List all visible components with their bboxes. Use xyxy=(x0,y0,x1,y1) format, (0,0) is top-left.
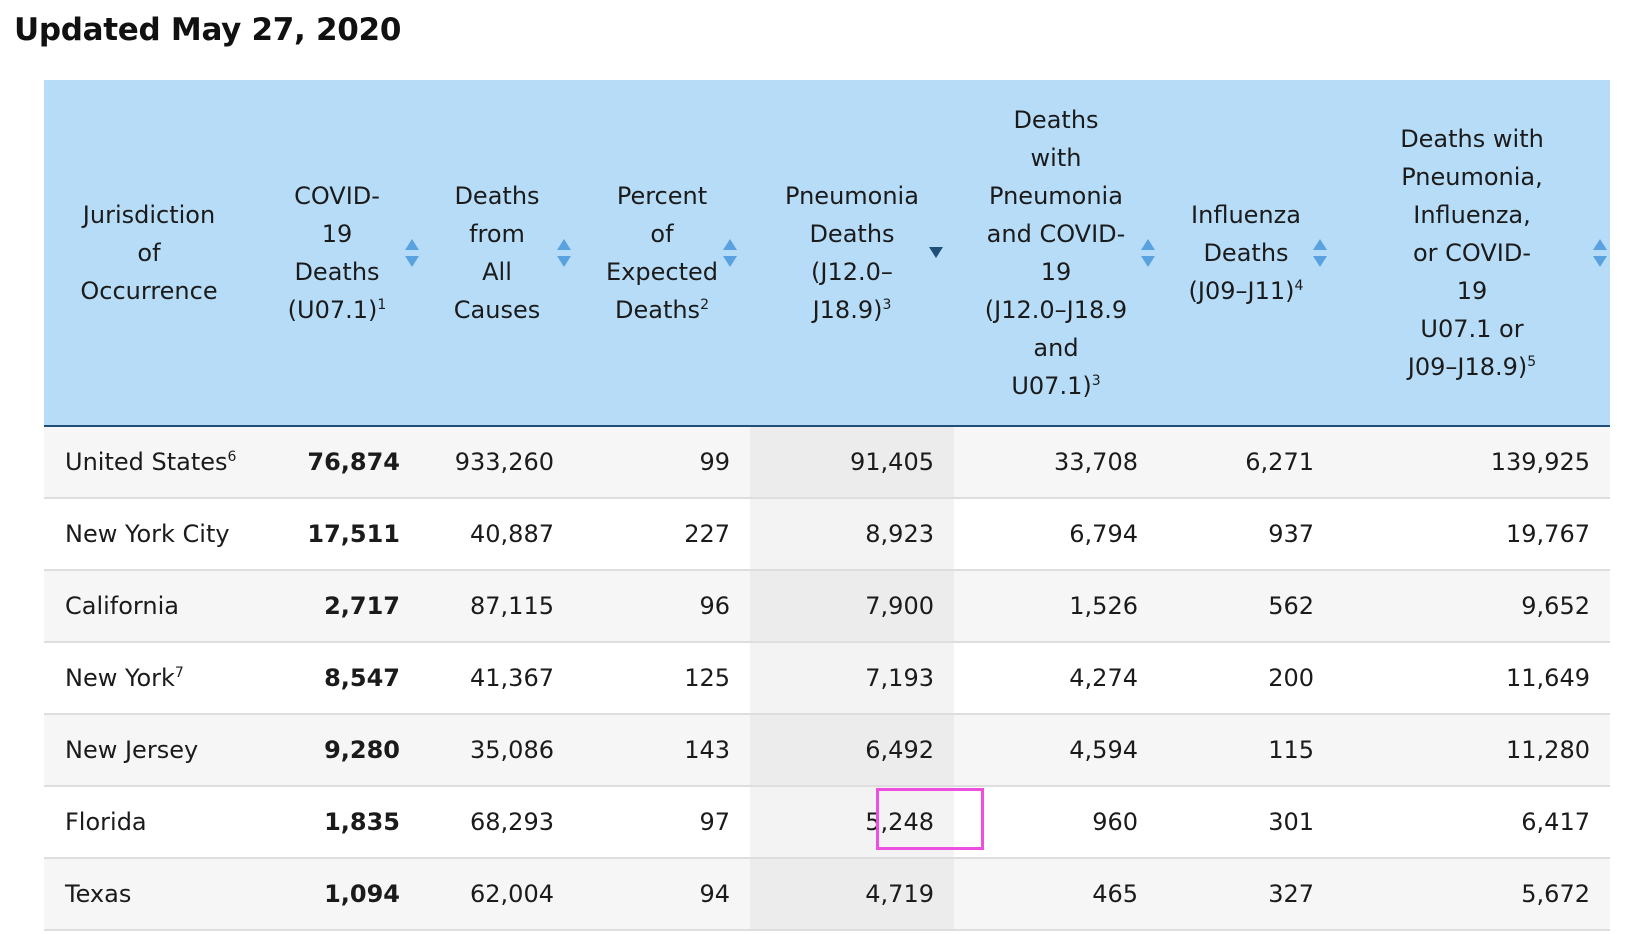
sort-both-icon[interactable] xyxy=(556,237,572,269)
cell-pneumonia-influenza-covid: 19,767 xyxy=(1334,498,1610,570)
cell-pneumonia-deaths: 7,900 xyxy=(750,570,954,642)
table-row: New York City 17,511 40,887 227 8,923 6,… xyxy=(44,498,1610,570)
table-row: United States6 76,874 933,260 99 91,405 … xyxy=(44,426,1610,498)
cell-all-causes: 87,115 xyxy=(420,570,574,642)
cell-jurisdiction: United States6 xyxy=(44,426,254,498)
table-row: New Jersey 9,280 35,086 143 6,492 4,594 … xyxy=(44,714,1610,786)
table-row: Florida 1,835 68,293 97 5,248 960 301 6,… xyxy=(44,786,1610,858)
cell-influenza-deaths: 301 xyxy=(1158,786,1334,858)
cell-covid-deaths: 76,874 xyxy=(254,426,420,498)
col-header-pneumonia-and-covid[interactable]: Deaths with Pneumonia and COVID- 19 (J12… xyxy=(954,80,1158,427)
cell-pneumonia-deaths: 6,492 xyxy=(750,714,954,786)
cell-influenza-deaths: 115 xyxy=(1158,714,1334,786)
cell-percent-expected: 96 xyxy=(574,570,750,642)
cell-pneumonia-and-covid: 33,708 xyxy=(954,426,1158,498)
cell-percent-expected: 94 xyxy=(574,858,750,930)
table-row: California 2,717 87,115 96 7,900 1,526 5… xyxy=(44,570,1610,642)
cell-covid-deaths: 8,547 xyxy=(254,642,420,714)
col-header-jurisdiction: Jurisdiction of Occurrence xyxy=(44,80,254,427)
table-row: New York7 8,547 41,367 125 7,193 4,274 2… xyxy=(44,642,1610,714)
sort-both-icon[interactable] xyxy=(722,237,738,269)
cell-covid-deaths: 17,511 xyxy=(254,498,420,570)
cell-pneumonia-and-covid: 960 xyxy=(954,786,1158,858)
cell-percent-expected: 143 xyxy=(574,714,750,786)
cell-pneumonia-and-covid: 465 xyxy=(954,858,1158,930)
cell-pneumonia-influenza-covid: 11,280 xyxy=(1334,714,1610,786)
cell-influenza-deaths: 562 xyxy=(1158,570,1334,642)
col-header-pneumonia-deaths[interactable]: Pneumonia Deaths (J12.0– J18.9)3 xyxy=(750,80,954,427)
cell-pneumonia-and-covid: 1,526 xyxy=(954,570,1158,642)
cell-percent-expected: 97 xyxy=(574,786,750,858)
cell-pneumonia-and-covid: 6,794 xyxy=(954,498,1158,570)
col-header-label: Deaths from All Causes xyxy=(453,181,541,324)
cell-jurisdiction: Texas xyxy=(44,858,254,930)
cell-covid-deaths: 2,717 xyxy=(254,570,420,642)
sort-both-icon[interactable] xyxy=(1312,237,1328,269)
cell-pneumonia-influenza-covid: 11,649 xyxy=(1334,642,1610,714)
sort-both-icon[interactable] xyxy=(1592,237,1608,269)
cell-percent-expected: 227 xyxy=(574,498,750,570)
cell-covid-deaths: 9,280 xyxy=(254,714,420,786)
page-title: Updated May 27, 2020 xyxy=(14,12,402,48)
cell-pneumonia-deaths: 4,719 xyxy=(750,858,954,930)
cell-pneumonia-deaths: 8,923 xyxy=(750,498,954,570)
cell-all-causes: 40,887 xyxy=(420,498,574,570)
cell-jurisdiction: New York7 xyxy=(44,642,254,714)
cell-percent-expected: 125 xyxy=(574,642,750,714)
cell-all-causes: 62,004 xyxy=(420,858,574,930)
table-row: Texas 1,094 62,004 94 4,719 465 327 5,67… xyxy=(44,858,1610,930)
col-header-pneumonia-influenza-covid[interactable]: Deaths with Pneumonia, Influenza, or COV… xyxy=(1334,80,1610,427)
col-header-label: Influenza Deaths (J09–J11)4 xyxy=(1188,200,1304,305)
cell-influenza-deaths: 937 xyxy=(1158,498,1334,570)
cell-covid-deaths: 1,835 xyxy=(254,786,420,858)
cell-covid-deaths: 1,094 xyxy=(254,858,420,930)
cell-pneumonia-and-covid: 4,274 xyxy=(954,642,1158,714)
col-header-label: Percent of Expected Deaths2 xyxy=(606,181,718,324)
cell-pneumonia-deaths: 5,248 xyxy=(750,786,954,858)
cell-pneumonia-deaths: 7,193 xyxy=(750,642,954,714)
cell-jurisdiction: New York City xyxy=(44,498,254,570)
sort-both-icon[interactable] xyxy=(1140,237,1156,269)
cell-jurisdiction: Florida xyxy=(44,786,254,858)
cell-pneumonia-influenza-covid: 9,652 xyxy=(1334,570,1610,642)
cell-all-causes: 41,367 xyxy=(420,642,574,714)
col-header-label: Jurisdiction of Occurrence xyxy=(80,200,218,305)
cell-all-causes: 933,260 xyxy=(420,426,574,498)
cell-pneumonia-influenza-covid: 139,925 xyxy=(1334,426,1610,498)
cell-jurisdiction: New Jersey xyxy=(44,714,254,786)
col-header-label: Deaths with Pneumonia, Influenza, or COV… xyxy=(1400,124,1544,381)
cell-influenza-deaths: 6,271 xyxy=(1158,426,1334,498)
col-header-label: Pneumonia Deaths (J12.0– J18.9)3 xyxy=(785,181,919,324)
cell-all-causes: 68,293 xyxy=(420,786,574,858)
col-header-all-causes[interactable]: Deaths from All Causes xyxy=(420,80,574,427)
table-header-row: Jurisdiction of Occurrence COVID- 19 Dea… xyxy=(44,80,1610,427)
cell-pneumonia-influenza-covid: 6,417 xyxy=(1334,786,1610,858)
col-header-percent-expected[interactable]: Percent of Expected Deaths2 xyxy=(574,80,750,427)
cell-pneumonia-deaths: 91,405 xyxy=(750,426,954,498)
cell-jurisdiction: California xyxy=(44,570,254,642)
cell-percent-expected: 99 xyxy=(574,426,750,498)
col-header-influenza-deaths[interactable]: Influenza Deaths (J09–J11)4 xyxy=(1158,80,1334,427)
col-header-label: Deaths with Pneumonia and COVID- 19 (J12… xyxy=(984,105,1128,400)
sort-descending-icon[interactable] xyxy=(928,237,944,269)
sort-both-icon[interactable] xyxy=(404,237,420,269)
cell-pneumonia-influenza-covid: 5,672 xyxy=(1334,858,1610,930)
deaths-table: Jurisdiction of Occurrence COVID- 19 Dea… xyxy=(44,80,1610,931)
cell-influenza-deaths: 200 xyxy=(1158,642,1334,714)
cell-all-causes: 35,086 xyxy=(420,714,574,786)
cell-influenza-deaths: 327 xyxy=(1158,858,1334,930)
col-header-covid-deaths[interactable]: COVID- 19 Deaths (U07.1)1 xyxy=(254,80,420,427)
col-header-label: COVID- 19 Deaths (U07.1)1 xyxy=(287,181,387,324)
cell-pneumonia-and-covid: 4,594 xyxy=(954,714,1158,786)
